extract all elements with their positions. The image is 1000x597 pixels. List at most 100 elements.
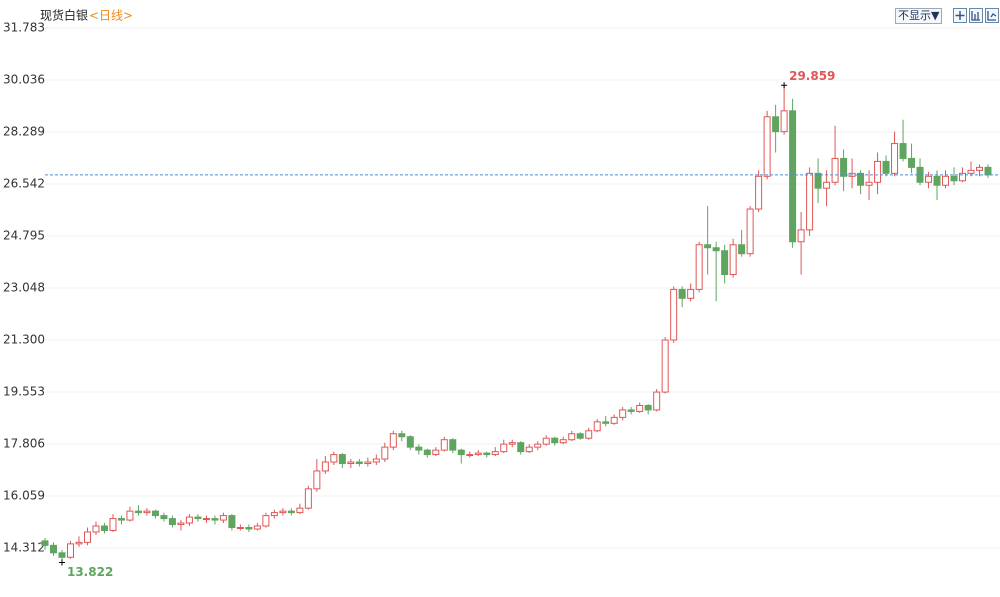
- candle-body: [406, 436, 414, 448]
- candle-body: [950, 175, 958, 182]
- candle-body: [933, 175, 941, 186]
- y-tick-label: 31.783: [3, 21, 45, 35]
- candle-body: [653, 391, 661, 411]
- candle-body: [117, 518, 125, 521]
- candle-body: [168, 518, 176, 526]
- candle-body: [857, 172, 865, 186]
- candle-body: [449, 439, 457, 451]
- chart-subtitle: <日线>: [89, 9, 133, 23]
- candle-body: [58, 552, 66, 558]
- candle-body: [763, 116, 771, 177]
- candle-body: [457, 449, 465, 456]
- candle-body: [576, 433, 584, 439]
- candle-body: [542, 437, 550, 445]
- candle-body: [109, 518, 117, 531]
- candle-body: [440, 439, 448, 451]
- y-tick-label: 26.542: [3, 176, 45, 190]
- y-tick-label: 23.048: [3, 280, 45, 294]
- candle-body: [967, 169, 975, 174]
- candle-body: [865, 181, 873, 186]
- candle-body: [219, 515, 227, 521]
- candle-body: [381, 446, 389, 460]
- candle-body: [75, 541, 83, 545]
- y-tick-label: 24.795: [3, 228, 45, 242]
- candle-body: [508, 442, 516, 445]
- candle-body: [474, 452, 482, 456]
- candle-body: [500, 443, 508, 453]
- candle-body: [211, 518, 219, 521]
- min-marker: [58, 559, 65, 566]
- candle-body: [670, 288, 678, 341]
- candle-body: [466, 454, 474, 457]
- candle-body: [899, 143, 907, 159]
- candle-body: [296, 507, 304, 514]
- candle-body: [568, 433, 576, 441]
- candle-body: [236, 526, 244, 529]
- candle-body: [585, 430, 593, 439]
- max-label: 29.859: [789, 69, 835, 83]
- candle-body: [143, 510, 151, 514]
- min-label: 13.822: [67, 565, 113, 579]
- chart-title: 现货白银: [40, 8, 88, 23]
- candle-body: [610, 416, 618, 424]
- candle-body: [840, 157, 848, 177]
- candle-body: [789, 110, 797, 243]
- candle-body: [831, 157, 839, 183]
- candle-body: [704, 244, 712, 249]
- candle-body: [602, 421, 610, 424]
- y-tick-label: 16.059: [3, 488, 45, 502]
- candle-body: [636, 404, 644, 412]
- candle-body: [194, 516, 202, 520]
- candle-body: [721, 250, 729, 276]
- candle-body: [559, 439, 567, 444]
- candle-body: [483, 452, 491, 456]
- candle-body: [925, 175, 933, 183]
- candle-body: [338, 454, 346, 465]
- candle-body: [83, 531, 91, 543]
- candle-body: [321, 461, 329, 472]
- y-tick-label: 14.312: [3, 540, 45, 554]
- y-tick-label: 28.289: [3, 124, 45, 138]
- y-tick-label: 17.806: [3, 436, 45, 450]
- candle-body: [678, 288, 686, 299]
- candle-body: [415, 446, 423, 451]
- candle-body: [347, 461, 355, 465]
- candle-body: [874, 160, 882, 183]
- candle-body: [185, 516, 193, 524]
- candle-body: [92, 525, 100, 533]
- candle-body: [534, 443, 542, 448]
- candle-body: [313, 470, 321, 490]
- candle-body: [372, 458, 380, 463]
- candle-body: [908, 157, 916, 168]
- tool-icons: [953, 8, 999, 23]
- candle-body: [228, 515, 236, 528]
- zoom-out-icon[interactable]: [969, 8, 983, 23]
- candle-body: [423, 449, 431, 456]
- candle-body: [695, 244, 703, 290]
- candle-body: [959, 172, 967, 182]
- candle-body: [49, 544, 57, 554]
- candle-body: [738, 244, 746, 255]
- max-marker: [781, 82, 788, 89]
- candle-body: [491, 451, 499, 456]
- candle-body: [517, 442, 525, 453]
- candle-body: [134, 510, 142, 514]
- candle-body: [287, 510, 295, 514]
- candle-body: [177, 522, 185, 526]
- candle-body: [942, 175, 950, 186]
- candle-body: [687, 288, 695, 299]
- candle-body: [814, 172, 822, 189]
- candle-body: [160, 515, 168, 520]
- candle-body: [627, 409, 635, 412]
- candle-body: [882, 160, 890, 174]
- candle-body: [330, 454, 338, 463]
- candle-body: [202, 518, 210, 521]
- candle-body: [772, 116, 780, 133]
- candle-body: [270, 512, 278, 517]
- candle-body: [619, 409, 627, 418]
- candle-body: [389, 433, 397, 448]
- candle-body: [661, 339, 669, 393]
- candle-body: [729, 244, 737, 276]
- hide-button[interactable]: 不显示▼: [895, 8, 943, 24]
